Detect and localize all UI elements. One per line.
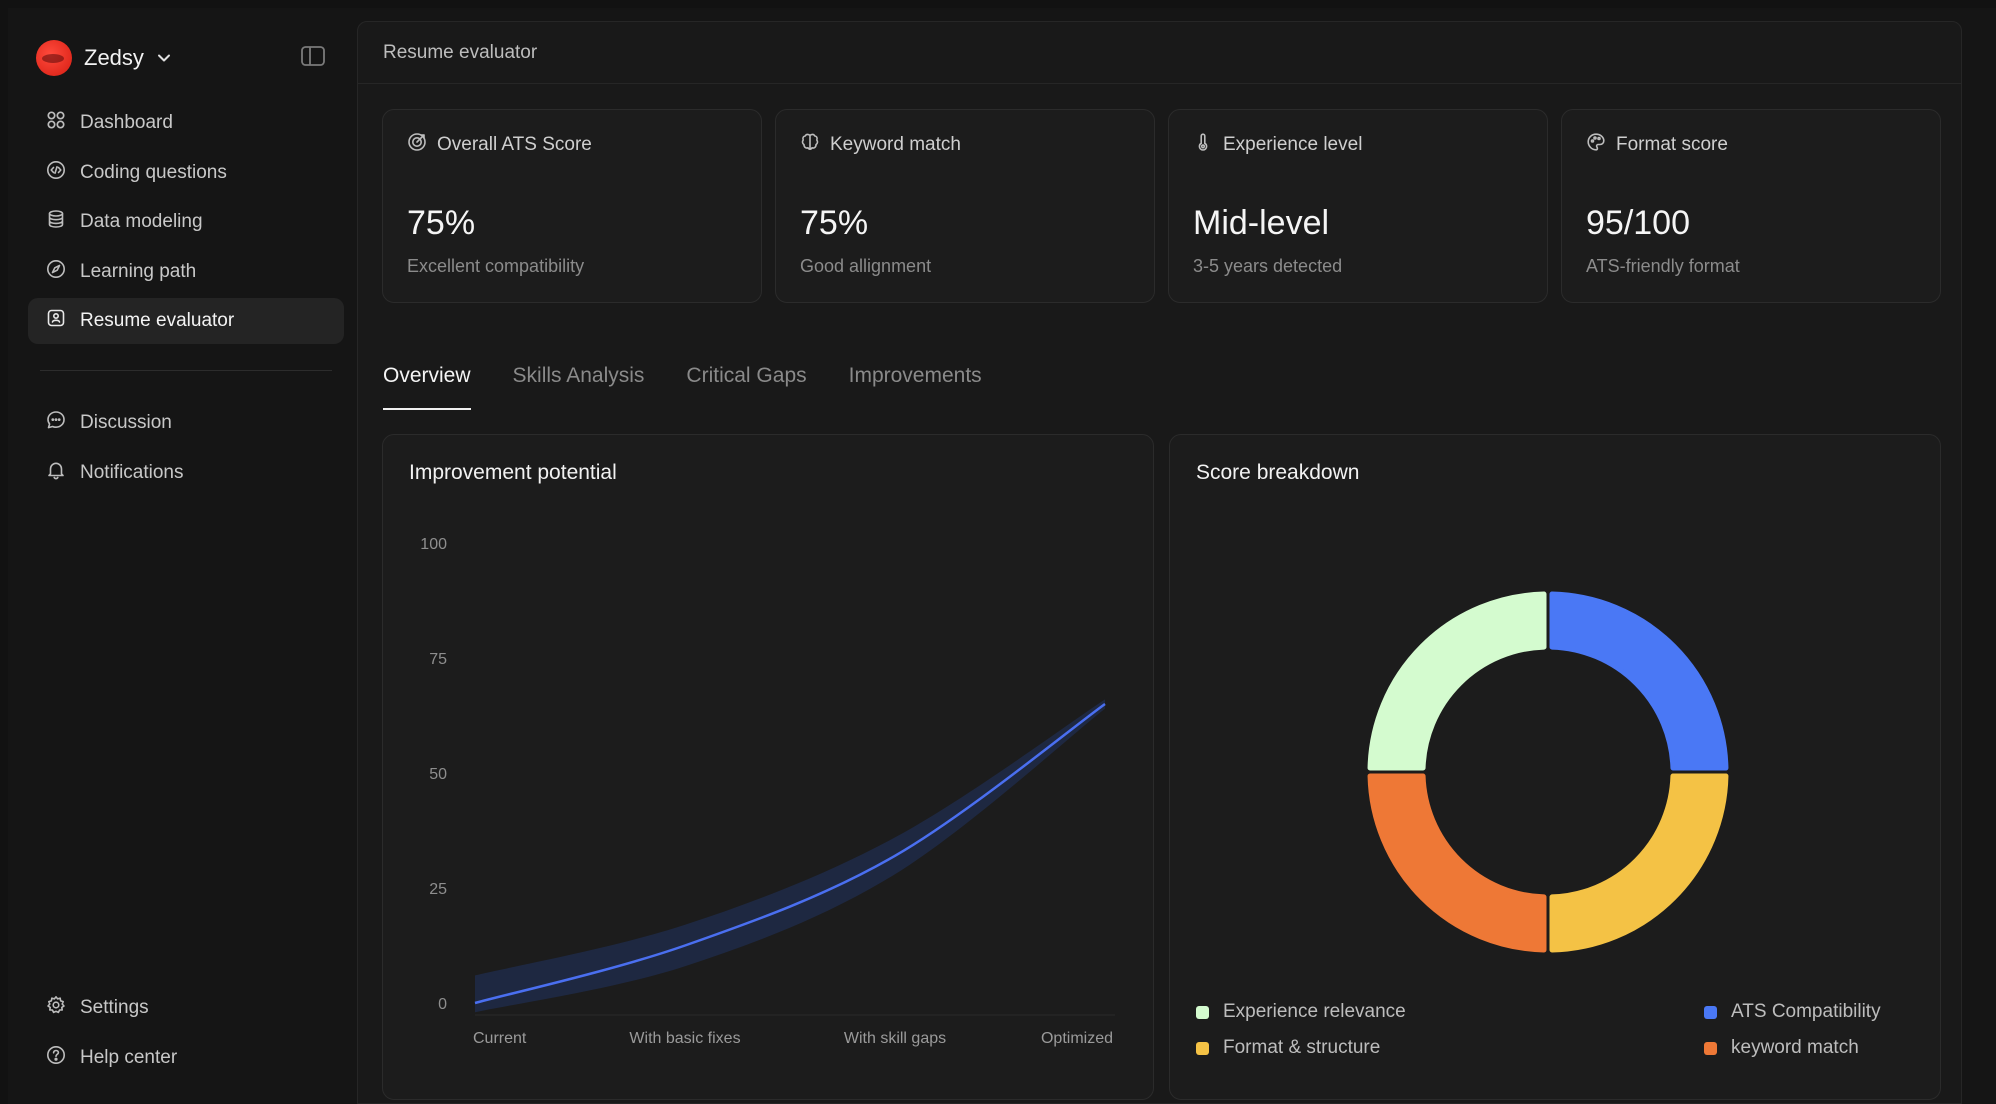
card-keyword-match: Keyword match 75% Good allignment <box>775 109 1155 303</box>
legend-swatch <box>1704 1041 1717 1055</box>
score-breakdown-panel: Score breakdown Experience relevance ATS… <box>1169 434 1941 1100</box>
sidebar-item-label: Settings <box>80 997 149 1018</box>
legend-label: ATS Compatibility <box>1731 1001 1881 1022</box>
sidebar-item-label: Resume evaluator <box>80 310 235 331</box>
code-icon <box>46 160 66 186</box>
card-experience-level: Experience level Mid-level 3-5 years det… <box>1168 109 1548 303</box>
sidebar-item-label: Discussion <box>80 412 172 433</box>
page-header: Resume evaluator <box>358 22 1961 84</box>
brain-icon <box>800 132 820 158</box>
target-icon <box>407 132 427 158</box>
tab-skills-analysis[interactable]: Skills Analysis <box>512 364 645 387</box>
sidebar-item-label: Learning path <box>80 260 197 282</box>
sidebar-item-label: Notifications <box>80 461 184 483</box>
main-panel: Resume evaluator Overall ATS Score 75% E… <box>357 21 1962 1104</box>
card-title: Keyword match <box>830 134 961 155</box>
card-value: 95/100 <box>1586 204 1690 242</box>
series-line <box>474 702 1106 1005</box>
y-tick-label: 25 <box>429 881 447 898</box>
legend-item-keyword-match: keyword match <box>1704 1037 1859 1059</box>
sidebar-item-coding-questions[interactable]: Coding questions <box>28 150 344 196</box>
panel-title: Improvement potential <box>409 461 617 484</box>
y-tick-label: 0 <box>438 996 447 1013</box>
tab-critical-gaps[interactable]: Critical Gaps <box>686 364 807 387</box>
legend-swatch <box>1704 1005 1717 1019</box>
grid-icon <box>46 110 66 136</box>
secondary-nav: Discussion Notifications <box>28 400 344 499</box>
card-overall-ats-score: Overall ATS Score 75% Excellent compatib… <box>382 109 762 303</box>
sidebar-toggle-icon[interactable] <box>300 45 326 67</box>
legend-item-format-structure: Format & structure <box>1196 1037 1380 1059</box>
legend-label: Format & structure <box>1223 1037 1381 1058</box>
legend-item-ats-compatibility: ATS Compatibility <box>1704 1001 1881 1023</box>
legend-item-experience-relevance: Experience relevance <box>1196 1001 1406 1023</box>
card-value: 75% <box>407 204 476 242</box>
sidebar-item-help-center[interactable]: Help center <box>28 1035 344 1081</box>
card-subtitle: ATS-friendly format <box>1586 256 1740 276</box>
card-subtitle: Excellent compatibility <box>407 256 585 276</box>
donut-slice-keyword-match <box>1367 773 1547 953</box>
improvement-potential-panel: Improvement potential 100 75 50 25 0 Current W… <box>382 434 1154 1100</box>
brand-name: Zedsy <box>84 45 144 70</box>
thermometer-icon <box>1193 132 1213 158</box>
x-tick-label: With skill gaps <box>844 1030 946 1047</box>
sidebar-item-data-modeling[interactable]: Data modeling <box>28 199 344 245</box>
y-tick-label: 100 <box>420 536 447 553</box>
card-value: 75% <box>800 204 869 242</box>
x-tick-label: Optimized <box>1041 1030 1113 1047</box>
x-tick-label: With basic fixes <box>629 1030 740 1047</box>
card-subtitle: Good allignment <box>800 256 932 276</box>
sidebar-item-resume-evaluator[interactable]: Resume evaluator <box>28 298 344 344</box>
score-donut-chart <box>1367 591 1729 953</box>
donut-slice-experience-relevance <box>1367 591 1547 771</box>
compass-icon <box>46 259 66 285</box>
brand-logo <box>36 40 72 76</box>
footer-nav: Settings Help center <box>28 985 344 1084</box>
sidebar-item-discussion[interactable]: Discussion <box>28 400 344 446</box>
bell-icon <box>46 460 66 486</box>
tab-improvements[interactable]: Improvements <box>848 364 982 387</box>
database-icon <box>46 209 66 235</box>
card-subtitle: 3-5 years detected <box>1193 256 1343 276</box>
tab-overview[interactable]: Overview <box>383 360 471 410</box>
sidebar-item-dashboard[interactable]: Dashboard <box>28 100 344 146</box>
sidebar-item-notifications[interactable]: Notifications <box>28 450 344 496</box>
legend-swatch <box>1196 1041 1209 1055</box>
y-tick-label: 50 <box>429 766 447 783</box>
card-format-score: Format score 95/100 ATS-friendly format <box>1561 109 1941 303</box>
card-value: Mid-level <box>1193 204 1330 242</box>
card-title: Format score <box>1616 134 1728 155</box>
x-tick-label: Current <box>473 1030 527 1047</box>
donut-slice-ats-compatibility <box>1549 591 1729 771</box>
improvement-line-chart: 100 75 50 25 0 Current With basic fixes With sk… <box>420 536 1115 1047</box>
primary-nav: Dashboard Coding questions Data modeling… <box>28 100 344 348</box>
help-icon <box>46 1045 66 1071</box>
legend-label: Experience relevance <box>1223 1001 1406 1022</box>
page-title: Resume evaluator <box>383 41 538 63</box>
sidebar-item-label: Help center <box>80 1046 178 1068</box>
sidebar-item-label: Data modeling <box>80 211 203 232</box>
sidebar: Zedsy Dashboard Coding questions Data mo… <box>8 8 356 1104</box>
sidebar-item-label: Coding questions <box>80 161 227 183</box>
workspace-switcher[interactable]: Zedsy <box>36 38 172 78</box>
card-title: Overall ATS Score <box>437 134 592 155</box>
stats-cards: Overall ATS Score 75% Excellent compatib… <box>382 109 1941 303</box>
legend-swatch <box>1196 1005 1209 1019</box>
confidence-band <box>475 699 1105 1013</box>
donut-slice-format-structure <box>1549 773 1729 953</box>
sidebar-item-settings[interactable]: Settings <box>28 985 344 1031</box>
sidebar-item-label: Dashboard <box>80 112 173 133</box>
card-title: Experience level <box>1223 134 1363 155</box>
tab-bar: Overview Skills Analysis Critical Gaps I… <box>383 360 982 410</box>
palette-icon <box>1586 132 1606 158</box>
gear-icon <box>46 995 66 1021</box>
legend-label: keyword match <box>1731 1037 1859 1058</box>
sidebar-item-learning-path[interactable]: Learning path <box>28 249 344 295</box>
resume-icon <box>46 308 66 334</box>
panel-title: Score breakdown <box>1196 461 1360 484</box>
sidebar-divider <box>40 370 332 371</box>
chat-icon <box>46 410 66 436</box>
y-tick-label: 75 <box>429 651 447 668</box>
chevron-down-icon <box>156 50 172 66</box>
